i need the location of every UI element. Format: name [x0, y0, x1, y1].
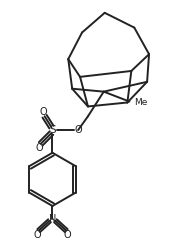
- Text: O: O: [40, 107, 47, 117]
- Text: O: O: [74, 125, 82, 135]
- Text: Me: Me: [134, 98, 148, 107]
- Text: S: S: [49, 125, 56, 135]
- Text: O: O: [63, 230, 71, 240]
- Text: O: O: [34, 230, 41, 240]
- Text: N: N: [49, 214, 56, 224]
- Text: O: O: [36, 143, 44, 153]
